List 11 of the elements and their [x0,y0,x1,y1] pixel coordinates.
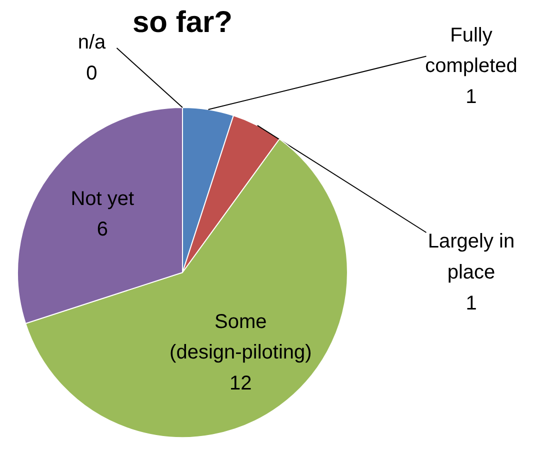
slice-label: Some (design-piloting) [170,310,312,364]
text: 0 [86,62,98,84]
category-label: n/a [78,32,106,54]
data-label: 1 [466,292,477,314]
data-label: 1 [466,86,477,108]
slice-label: Fully completed [425,24,518,78]
slice-label: Not yet [70,188,135,210]
data-label: 12 [230,372,252,394]
data-label: 6 [96,218,108,241]
slice-label: Largely in place [428,230,515,284]
chart-title: so far? [132,6,233,39]
